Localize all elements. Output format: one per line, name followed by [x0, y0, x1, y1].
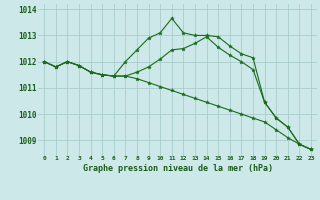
X-axis label: Graphe pression niveau de la mer (hPa): Graphe pression niveau de la mer (hPa): [83, 164, 273, 173]
